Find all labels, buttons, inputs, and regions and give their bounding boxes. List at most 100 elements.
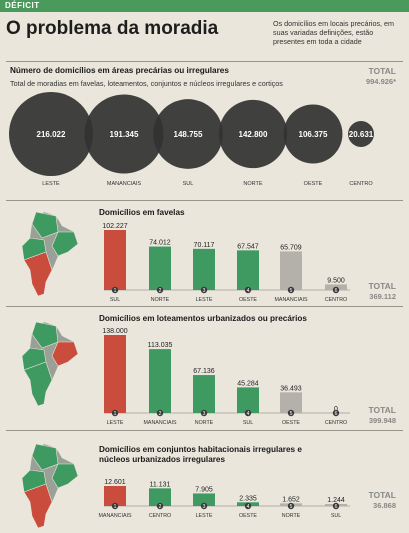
section-band [0, 0, 409, 12]
bar-marker-label: 5 [290, 288, 293, 294]
bar-marker-label: 3 [203, 411, 206, 417]
bar-leste [193, 493, 215, 506]
bar-category-label: NORTE [195, 420, 214, 426]
bar-value-label: 1.652 [282, 496, 300, 503]
bar-marker-label: 3 [203, 288, 206, 294]
map-loteamentos [21, 321, 79, 407]
bubble-leste [9, 92, 93, 176]
bar-mananciais [149, 349, 171, 413]
divider [6, 306, 403, 307]
bar-centro [149, 488, 171, 506]
bar-category-label: CENTRO [325, 297, 347, 303]
bubble-sul [153, 99, 223, 169]
map-region [23, 483, 53, 529]
bar-category-label: MANANCIAIS [144, 420, 177, 426]
map-region [23, 361, 53, 407]
favelas-chart-title: Domicílios em favelas [99, 208, 185, 217]
bar-value-label: 113.035 [148, 342, 173, 349]
bar-sul [237, 387, 259, 413]
bar-value-label: 1.244 [327, 497, 345, 504]
bar-marker [156, 286, 164, 294]
bar-marker [332, 502, 340, 510]
map-region [23, 251, 53, 297]
loteamentos-total-value: 399.948 [368, 416, 396, 425]
map-region [31, 443, 59, 471]
conjuntos-chart-title: Domicílios em conjuntos habitacionais ir… [99, 445, 302, 464]
page-title: O problema da moradia [6, 18, 219, 39]
bubble-category-label: OESTE [304, 181, 323, 187]
bar-value-label: 138.000 [102, 328, 127, 335]
bar-value-label: 36.493 [280, 385, 302, 392]
bubble-chart-subtitle: Total de moradias em favelas, loteamento… [10, 79, 283, 88]
bar-mananciais [104, 486, 126, 506]
bubble-category-label: MANANCIAIS [107, 181, 142, 187]
bar-norte [193, 375, 215, 413]
bubble-category-label: LESTE [42, 181, 60, 187]
bar-value-label: 65.709 [280, 244, 302, 251]
divider [6, 200, 403, 201]
bar-marker [200, 502, 208, 510]
bar-category-label: SUL [243, 420, 253, 426]
bar-marker-label: 6 [335, 288, 338, 294]
bar-marker-label: 2 [159, 288, 162, 294]
bar-marker [111, 286, 119, 294]
bar-category-label: CENTRO [149, 513, 171, 519]
bar-marker-label: 1 [114, 411, 117, 417]
bar-oeste [237, 250, 259, 290]
bar-leste [104, 335, 126, 413]
bar-value-label: 70.117 [194, 242, 215, 249]
map-region [51, 231, 79, 257]
bar-marker-label: 6 [335, 411, 338, 417]
bar-value-label: 12.601 [104, 479, 126, 486]
bubble-mananciais [84, 94, 164, 174]
bar-marker-label: 4 [247, 288, 250, 294]
bar-value-label: 67.547 [237, 243, 259, 250]
bar-category-label: OESTE [239, 297, 257, 303]
bar-mananciais [280, 251, 302, 290]
divider [6, 430, 403, 431]
map-region [51, 463, 79, 489]
bubble-value-label: 142.800 [239, 130, 268, 139]
bubble-norte [218, 99, 288, 169]
bar-marker-label: 5 [290, 411, 293, 417]
bar-category-label: OESTE [239, 513, 257, 519]
map-conjuntos [21, 443, 79, 529]
bubble-category-label: CENTRO [349, 181, 373, 187]
bar-marker [287, 502, 295, 510]
bar-category-label: NORTE [151, 297, 170, 303]
section-label: DÉFICIT [5, 1, 40, 10]
bar-marker [244, 502, 252, 510]
bar-norte [149, 246, 171, 290]
bar-marker [244, 286, 252, 294]
bar-sul [104, 230, 126, 290]
loteamentos-chart-title: Domicílios em loteamentos urbanizados ou… [99, 314, 307, 323]
bar-marker [156, 502, 164, 510]
bar-marker-label: 1 [114, 288, 117, 294]
bar-leste [193, 248, 215, 290]
bar-marker [111, 502, 119, 510]
bar-marker-label: 2 [159, 504, 162, 510]
loteamentos-total-label: TOTAL [368, 405, 396, 415]
bar-value-label: 9.500 [327, 277, 345, 284]
bar-marker-label: 6 [335, 504, 338, 510]
bubble-category-label: SUL [183, 181, 194, 187]
bar-value-label: 67.136 [193, 368, 215, 375]
conjuntos-total-label: TOTAL [368, 490, 396, 500]
bar-marker [200, 286, 208, 294]
bar-marker-label: 4 [247, 411, 250, 417]
map-region [51, 341, 79, 367]
divider [6, 61, 403, 62]
map-favelas [21, 211, 79, 297]
bar-category-label: LESTE [107, 420, 124, 426]
bar-marker [287, 286, 295, 294]
favelas-total-label: TOTAL [368, 281, 396, 291]
bar-marker-label: 2 [159, 411, 162, 417]
bar-marker [111, 409, 119, 417]
bubble-value-label: 20.631 [349, 130, 374, 139]
bar-value-label: 2.335 [239, 495, 257, 502]
bar-marker [244, 409, 252, 417]
bar-category-label: CENTRO [325, 420, 347, 426]
bar-oeste [280, 392, 302, 413]
bubble-total-label: TOTAL [368, 66, 396, 76]
